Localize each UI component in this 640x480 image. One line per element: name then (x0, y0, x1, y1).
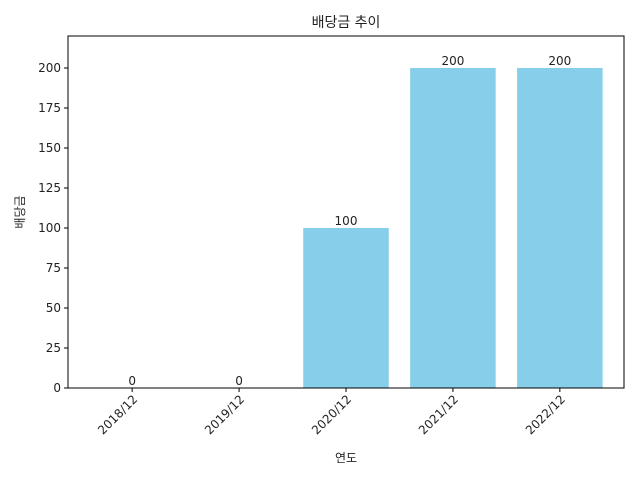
y-tick-label: 175 (38, 101, 61, 115)
data-labels: 0 0 100 200 200 (128, 54, 571, 388)
data-label: 200 (441, 54, 464, 68)
x-tick-label: 2022/12 (523, 392, 568, 437)
plot-frame (67, 35, 625, 389)
bar (517, 68, 603, 388)
x-tick-label: 2018/12 (95, 392, 140, 437)
x-axis-ticks: 2018/12 2019/12 2020/12 2021/12 2022/12 (95, 388, 568, 437)
y-tick-label: 0 (53, 381, 61, 395)
y-tick-label: 150 (38, 141, 61, 155)
y-tick-label: 200 (38, 61, 61, 75)
y-tick-label: 25 (46, 341, 61, 355)
y-tick-label: 75 (46, 261, 61, 275)
x-tick-label: 2019/12 (202, 392, 247, 437)
x-tick-label: 2020/12 (309, 392, 354, 437)
x-axis-label: 연도 (335, 451, 357, 465)
data-label: 200 (548, 54, 571, 68)
data-label: 0 (235, 374, 243, 388)
y-tick-label: 50 (46, 301, 61, 315)
data-label: 100 (335, 214, 358, 228)
chart-title: 배당금 추이 (312, 15, 381, 31)
y-tick-label: 100 (38, 221, 61, 235)
bar (303, 228, 389, 388)
bar (410, 68, 496, 388)
x-tick-label: 2021/12 (416, 392, 461, 437)
data-label: 0 (128, 374, 136, 388)
bars (303, 68, 603, 388)
y-tick-label: 125 (38, 181, 61, 195)
y-axis-label: 배당금 (13, 195, 27, 228)
y-axis-ticks: 0 25 50 75 100 125 150 175 200 (38, 61, 68, 395)
